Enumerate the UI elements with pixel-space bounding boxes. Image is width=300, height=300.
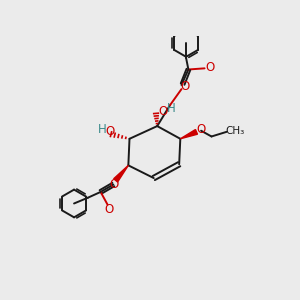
Polygon shape <box>114 165 128 182</box>
Text: H: H <box>167 102 176 115</box>
Text: O: O <box>196 123 206 136</box>
Text: H: H <box>98 123 106 136</box>
Text: O: O <box>105 125 115 138</box>
Text: CH₃: CH₃ <box>225 126 244 136</box>
Text: O: O <box>180 80 190 93</box>
Text: O: O <box>205 61 214 74</box>
Text: O: O <box>159 105 168 118</box>
Text: O: O <box>104 203 113 216</box>
Text: O: O <box>110 178 119 191</box>
Polygon shape <box>180 130 197 139</box>
